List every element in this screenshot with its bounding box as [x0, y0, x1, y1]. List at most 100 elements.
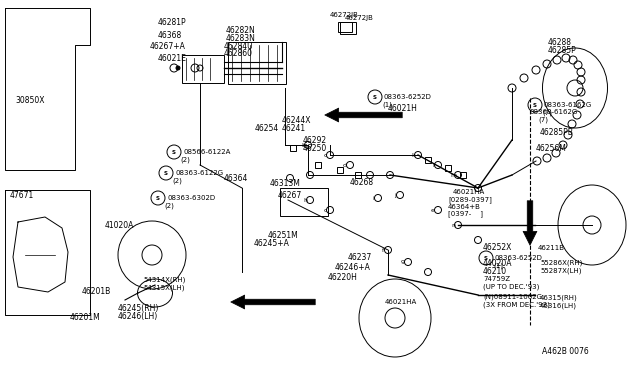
- Text: S: S: [373, 94, 377, 99]
- Text: 08566-6122A: 08566-6122A: [183, 149, 230, 155]
- Text: 08363-6252D: 08363-6252D: [384, 94, 432, 100]
- Text: c: c: [323, 153, 327, 157]
- Text: 46272JB: 46272JB: [330, 12, 359, 18]
- Text: f: f: [382, 247, 384, 253]
- Text: 46251M: 46251M: [268, 231, 299, 240]
- Text: j: j: [394, 192, 396, 198]
- Text: 46021E: 46021E: [158, 54, 187, 62]
- Text: 46267+A: 46267+A: [150, 42, 186, 51]
- Text: 46245(RH): 46245(RH): [118, 304, 159, 312]
- Circle shape: [176, 66, 180, 70]
- Text: (N)08911-1062G: (N)08911-1062G: [483, 294, 542, 300]
- Bar: [290, 145, 296, 151]
- Text: S: S: [164, 170, 168, 176]
- Bar: [182, 55, 224, 83]
- Bar: [355, 172, 361, 178]
- Text: d: d: [343, 163, 347, 167]
- Text: 46220H: 46220H: [328, 273, 358, 282]
- Text: 46284U: 46284U: [224, 42, 253, 51]
- Text: 46364: 46364: [224, 173, 248, 183]
- Text: 46246(LH): 46246(LH): [118, 311, 158, 321]
- Text: (1): (1): [493, 263, 503, 269]
- Text: [0397-    ]: [0397- ]: [448, 211, 483, 217]
- Text: (3X FROM DEC.'93): (3X FROM DEC.'93): [483, 302, 550, 308]
- Text: A462B 0076: A462B 0076: [542, 347, 589, 356]
- Text: 46252X: 46252X: [483, 244, 513, 253]
- Text: 46244X: 46244X: [282, 115, 312, 125]
- Text: 08363-6252D: 08363-6252D: [495, 255, 543, 261]
- Text: c: c: [323, 208, 327, 212]
- Text: 46282N: 46282N: [226, 26, 256, 35]
- Text: (UP TO DEC.'93): (UP TO DEC.'93): [483, 284, 540, 290]
- Text: n: n: [451, 222, 455, 228]
- Bar: [228, 42, 286, 84]
- Text: 46288: 46288: [548, 38, 572, 46]
- Text: 46268: 46268: [350, 177, 374, 186]
- Text: S: S: [484, 256, 488, 260]
- Text: 54315X(LH): 54315X(LH): [143, 285, 184, 291]
- Bar: [460, 172, 466, 178]
- Text: h: h: [303, 198, 307, 202]
- Text: 46021HA: 46021HA: [385, 299, 417, 305]
- Text: 46272JB: 46272JB: [345, 15, 374, 21]
- Text: 46246+A: 46246+A: [335, 263, 371, 273]
- Text: 46201B: 46201B: [82, 288, 111, 296]
- Text: (2): (2): [164, 203, 174, 209]
- Text: S: S: [172, 150, 176, 154]
- Text: 46267: 46267: [278, 190, 302, 199]
- Text: 46368: 46368: [158, 31, 182, 39]
- Text: 08363-6162G: 08363-6162G: [544, 102, 592, 108]
- Text: e: e: [431, 208, 435, 212]
- Text: 08363-6122G: 08363-6122G: [175, 170, 223, 176]
- Text: 08363-6162G: 08363-6162G: [530, 109, 579, 115]
- Bar: [340, 22, 356, 34]
- Text: (2): (2): [172, 178, 182, 184]
- Bar: [338, 22, 352, 32]
- Text: 08363-6302D: 08363-6302D: [167, 195, 215, 201]
- Text: 55287X(LH): 55287X(LH): [540, 268, 582, 274]
- Text: (2): (2): [180, 157, 190, 163]
- Text: 462860: 462860: [224, 48, 253, 58]
- Text: S: S: [156, 196, 160, 201]
- Text: 46292: 46292: [303, 135, 327, 144]
- Text: 46313M: 46313M: [270, 179, 301, 187]
- Text: 46283N: 46283N: [226, 33, 256, 42]
- Text: 46364+B: 46364+B: [448, 204, 481, 210]
- Text: 46254: 46254: [255, 124, 279, 132]
- Text: g: g: [401, 260, 405, 264]
- Text: m: m: [450, 173, 456, 177]
- Text: (1): (1): [382, 102, 392, 108]
- Text: [0289-0397]: [0289-0397]: [448, 197, 492, 203]
- Text: 30850X: 30850X: [15, 96, 45, 105]
- Text: 46281P: 46281P: [158, 17, 187, 26]
- Text: k: k: [411, 153, 415, 157]
- Bar: [315, 162, 321, 168]
- Text: 44020A: 44020A: [483, 259, 513, 267]
- Text: l: l: [432, 163, 434, 167]
- Text: 54314X(RH): 54314X(RH): [143, 277, 186, 283]
- Text: 46211B: 46211B: [538, 245, 565, 251]
- Text: 46201M: 46201M: [70, 314, 100, 323]
- Text: 46315(RH): 46315(RH): [540, 295, 578, 301]
- Text: 46210: 46210: [483, 266, 507, 276]
- Text: 46245+A: 46245+A: [254, 238, 290, 247]
- Text: 74759Z: 74759Z: [483, 276, 510, 282]
- Text: 46285PB: 46285PB: [540, 128, 574, 137]
- Text: 46256M: 46256M: [536, 144, 567, 153]
- Text: 41020A: 41020A: [105, 221, 134, 230]
- Text: 46316(LH): 46316(LH): [540, 303, 577, 309]
- Bar: [445, 165, 451, 171]
- Text: b: b: [301, 142, 305, 148]
- Bar: [337, 167, 343, 173]
- Text: 46237: 46237: [348, 253, 372, 263]
- Text: 46021HA: 46021HA: [453, 189, 485, 195]
- Text: i: i: [372, 196, 374, 201]
- Bar: [280, 188, 328, 216]
- Text: (7): (7): [538, 117, 548, 123]
- Bar: [425, 157, 431, 163]
- Text: 46250: 46250: [303, 144, 327, 153]
- Text: (7): (7): [542, 110, 552, 116]
- Text: 46241: 46241: [282, 124, 306, 132]
- Text: 47671: 47671: [10, 190, 35, 199]
- Text: S: S: [533, 103, 537, 108]
